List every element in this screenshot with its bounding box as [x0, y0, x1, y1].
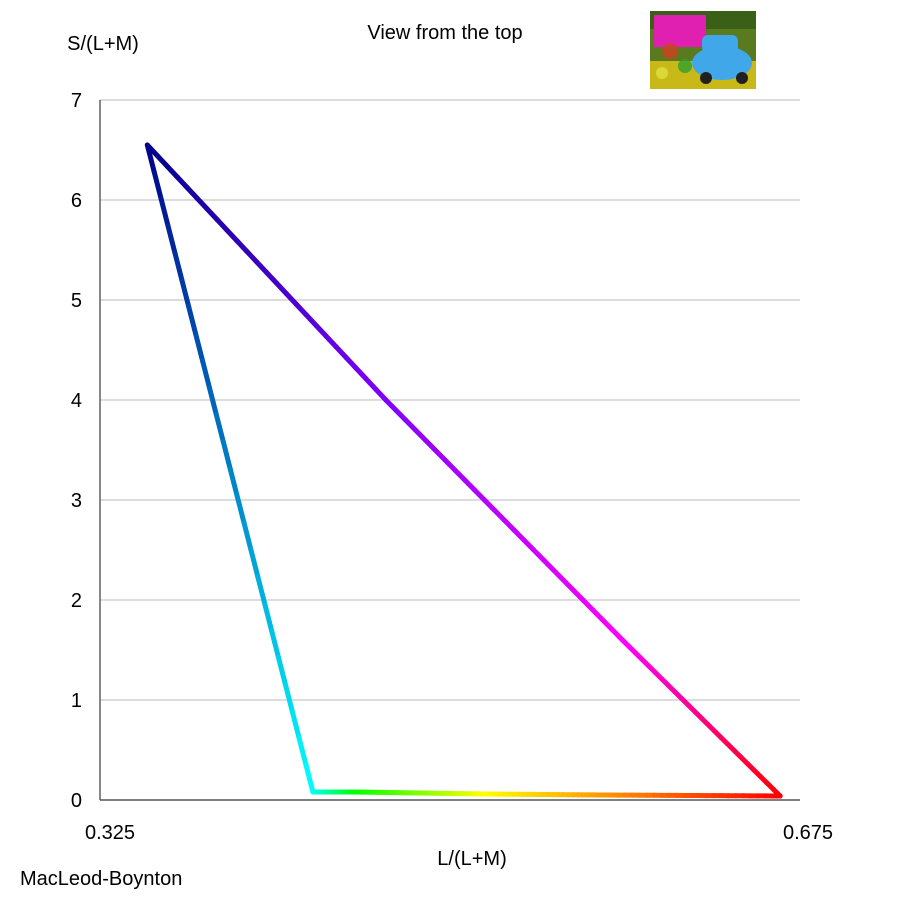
thumbnail-photo-icon: [650, 11, 756, 89]
y-tick-label: 6: [71, 190, 82, 212]
y-tick-label: 5: [71, 290, 82, 312]
series-segment: [151, 169, 164, 202]
series-segment: [206, 385, 219, 418]
grid: [100, 99, 800, 701]
x-tick-label: 0.325: [85, 822, 135, 844]
series-segment: [144, 142, 160, 159]
axes: [99, 100, 800, 801]
series-segment: [248, 546, 261, 579]
x-tick-labels: 0.325 0.675: [85, 822, 833, 844]
series-segment: [179, 277, 192, 310]
y-tick-label: 3: [71, 490, 82, 512]
series-segment: [269, 627, 281, 660]
series-segment: [186, 304, 199, 337]
series-segment: [227, 466, 240, 498]
series-segment: [234, 492, 247, 525]
series-segment: [296, 735, 309, 768]
series-segment: [193, 331, 206, 364]
series-segment: [262, 600, 275, 633]
series-segment: [303, 762, 316, 795]
y-tick-label: 4: [71, 390, 82, 412]
caption: MacLeod-Boynton: [20, 868, 182, 890]
series-segment: [255, 573, 268, 606]
y-tick-label: 2: [71, 590, 82, 612]
series-segment: [220, 439, 233, 471]
series-segment: [282, 681, 295, 714]
series-segment: [158, 196, 171, 229]
series-line: [144, 142, 783, 799]
x-tick-label: 0.675: [783, 822, 833, 844]
chart-title: View from the top: [367, 22, 522, 44]
series-segment: [289, 708, 302, 741]
series-segment: [241, 519, 254, 552]
y-tick-labels: 0 1 2 3 4 5 6 7: [71, 90, 82, 812]
y-tick-label: 7: [71, 90, 82, 112]
series-segment: [165, 223, 178, 256]
series-segment: [200, 358, 212, 391]
series-segment: [275, 654, 288, 687]
series-segment: [172, 250, 185, 283]
y-tick-label: 0: [71, 790, 82, 812]
x-axis-label: L/(L+M): [437, 848, 506, 870]
series-segment: [213, 412, 226, 445]
y-tick-label: 1: [71, 690, 82, 712]
y-axis-label: S/(L+M): [67, 33, 139, 55]
